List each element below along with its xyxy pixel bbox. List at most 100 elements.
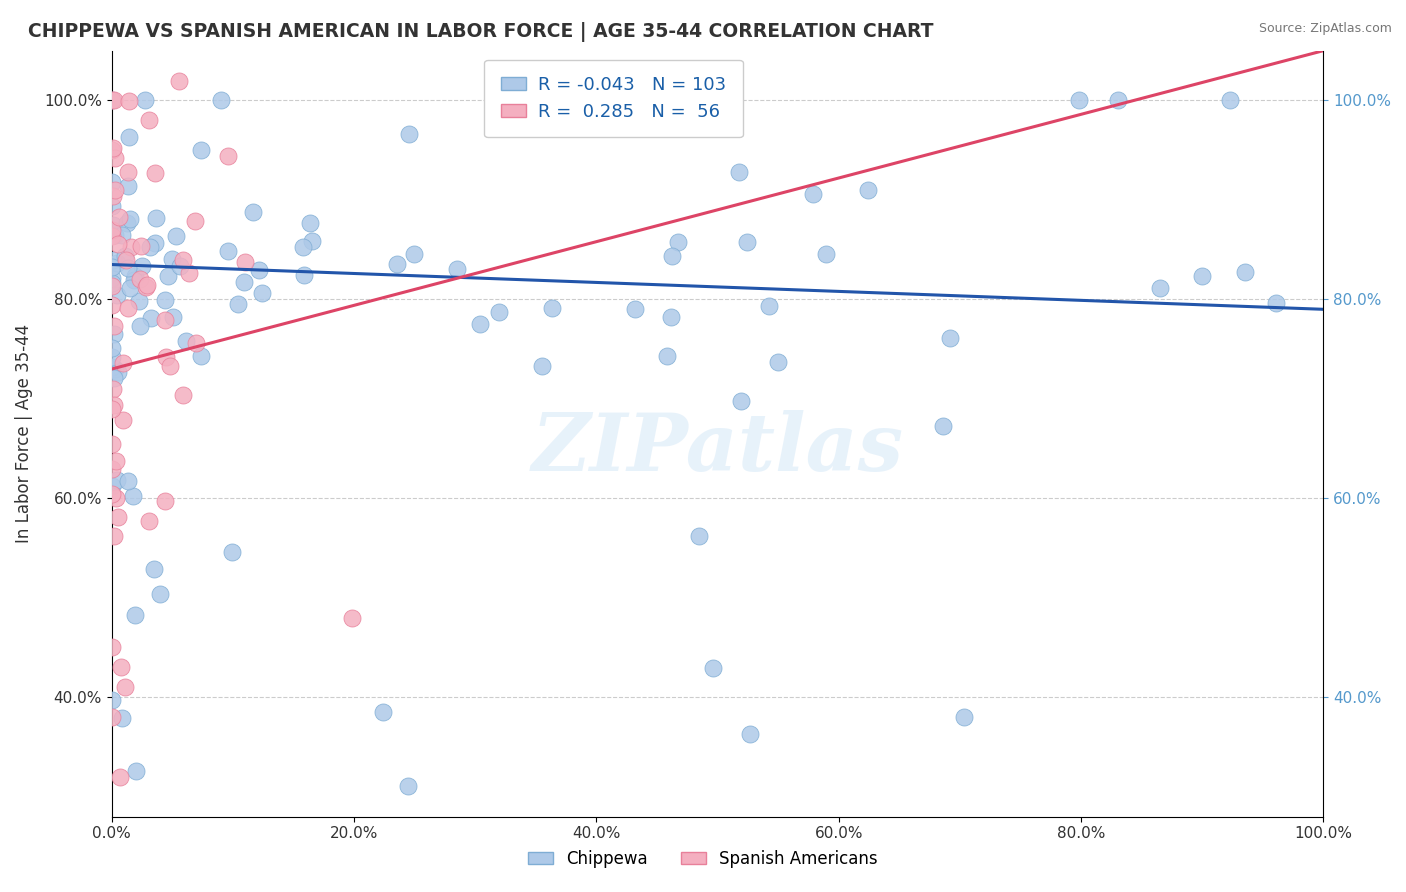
Point	[165, 229, 187, 244]
Point	[167, 73, 190, 87]
Point	[301, 235, 323, 249]
Point	[105, 473, 128, 487]
Point	[117, 165, 139, 179]
Point	[101, 94, 124, 108]
Point	[247, 263, 270, 277]
Point	[114, 249, 136, 263]
Point	[101, 199, 124, 213]
Point	[101, 401, 124, 416]
Point	[118, 280, 141, 294]
Point	[342, 610, 364, 624]
Point	[149, 587, 172, 601]
Point	[117, 216, 139, 230]
Point	[117, 179, 139, 194]
Point	[446, 261, 468, 276]
Point	[1265, 296, 1288, 310]
Point	[101, 487, 124, 501]
Point	[117, 94, 139, 108]
Point	[160, 252, 183, 266]
Point	[233, 255, 256, 269]
Point	[129, 238, 152, 252]
Point	[111, 711, 134, 725]
Text: CHIPPEWA VS SPANISH AMERICAN IN LABOR FORCE | AGE 35-44 CORRELATION CHART: CHIPPEWA VS SPANISH AMERICAN IN LABOR FO…	[28, 22, 934, 42]
Point	[190, 143, 212, 157]
Point	[530, 359, 553, 374]
Point	[735, 235, 758, 250]
Point	[101, 350, 124, 364]
Point	[111, 413, 134, 427]
Point	[766, 355, 789, 369]
Point	[1069, 94, 1091, 108]
Point	[124, 607, 146, 622]
Point	[131, 259, 153, 273]
Point	[121, 489, 143, 503]
Point	[172, 252, 194, 267]
Point	[1107, 94, 1129, 108]
Point	[159, 359, 181, 374]
Point	[117, 130, 139, 145]
Point	[103, 93, 125, 107]
Point	[107, 510, 129, 524]
Point	[107, 210, 129, 224]
Point	[145, 166, 167, 180]
Point	[145, 235, 167, 250]
Point	[138, 514, 160, 528]
Point	[105, 454, 128, 468]
Point	[371, 706, 394, 720]
Point	[101, 341, 124, 355]
Point	[135, 278, 157, 293]
Point	[114, 681, 136, 695]
Point	[932, 418, 955, 433]
Point	[104, 183, 127, 197]
Point	[145, 211, 167, 226]
Point	[623, 301, 645, 316]
Point	[758, 299, 780, 313]
Point	[657, 349, 679, 363]
Point	[291, 240, 314, 254]
Point	[740, 727, 762, 741]
Point	[122, 272, 145, 286]
Point	[128, 294, 150, 309]
Point	[541, 301, 564, 315]
Point	[101, 218, 124, 232]
Point	[666, 235, 689, 249]
Point	[688, 528, 710, 542]
Point	[112, 356, 135, 370]
Point	[298, 216, 321, 230]
Point	[117, 261, 139, 276]
Point	[172, 388, 194, 402]
Point	[221, 545, 243, 559]
Text: ZIPatlas: ZIPatlas	[531, 410, 904, 488]
Point	[101, 175, 124, 189]
Point	[209, 94, 232, 108]
Point	[141, 311, 163, 326]
Point	[124, 269, 146, 284]
Point	[396, 779, 419, 793]
Point	[128, 318, 150, 333]
Point	[107, 365, 129, 379]
Point	[101, 276, 124, 290]
Point	[398, 127, 420, 141]
Point	[186, 336, 208, 351]
Point	[1219, 94, 1241, 108]
Point	[117, 474, 139, 488]
Point	[233, 275, 256, 289]
Point	[157, 269, 180, 284]
Point	[184, 214, 207, 228]
Point	[727, 165, 749, 179]
Point	[101, 271, 124, 285]
Point	[252, 285, 274, 300]
Point	[120, 240, 142, 254]
Point	[101, 710, 124, 724]
Point	[101, 360, 124, 375]
Point	[103, 398, 125, 412]
Point	[101, 223, 124, 237]
Point	[118, 211, 141, 226]
Point	[103, 152, 125, 166]
Point	[730, 394, 752, 409]
Point	[402, 247, 425, 261]
Point	[104, 228, 127, 243]
Point	[177, 266, 200, 280]
Legend: Chippewa, Spanish Americans: Chippewa, Spanish Americans	[522, 844, 884, 875]
Point	[217, 244, 239, 258]
